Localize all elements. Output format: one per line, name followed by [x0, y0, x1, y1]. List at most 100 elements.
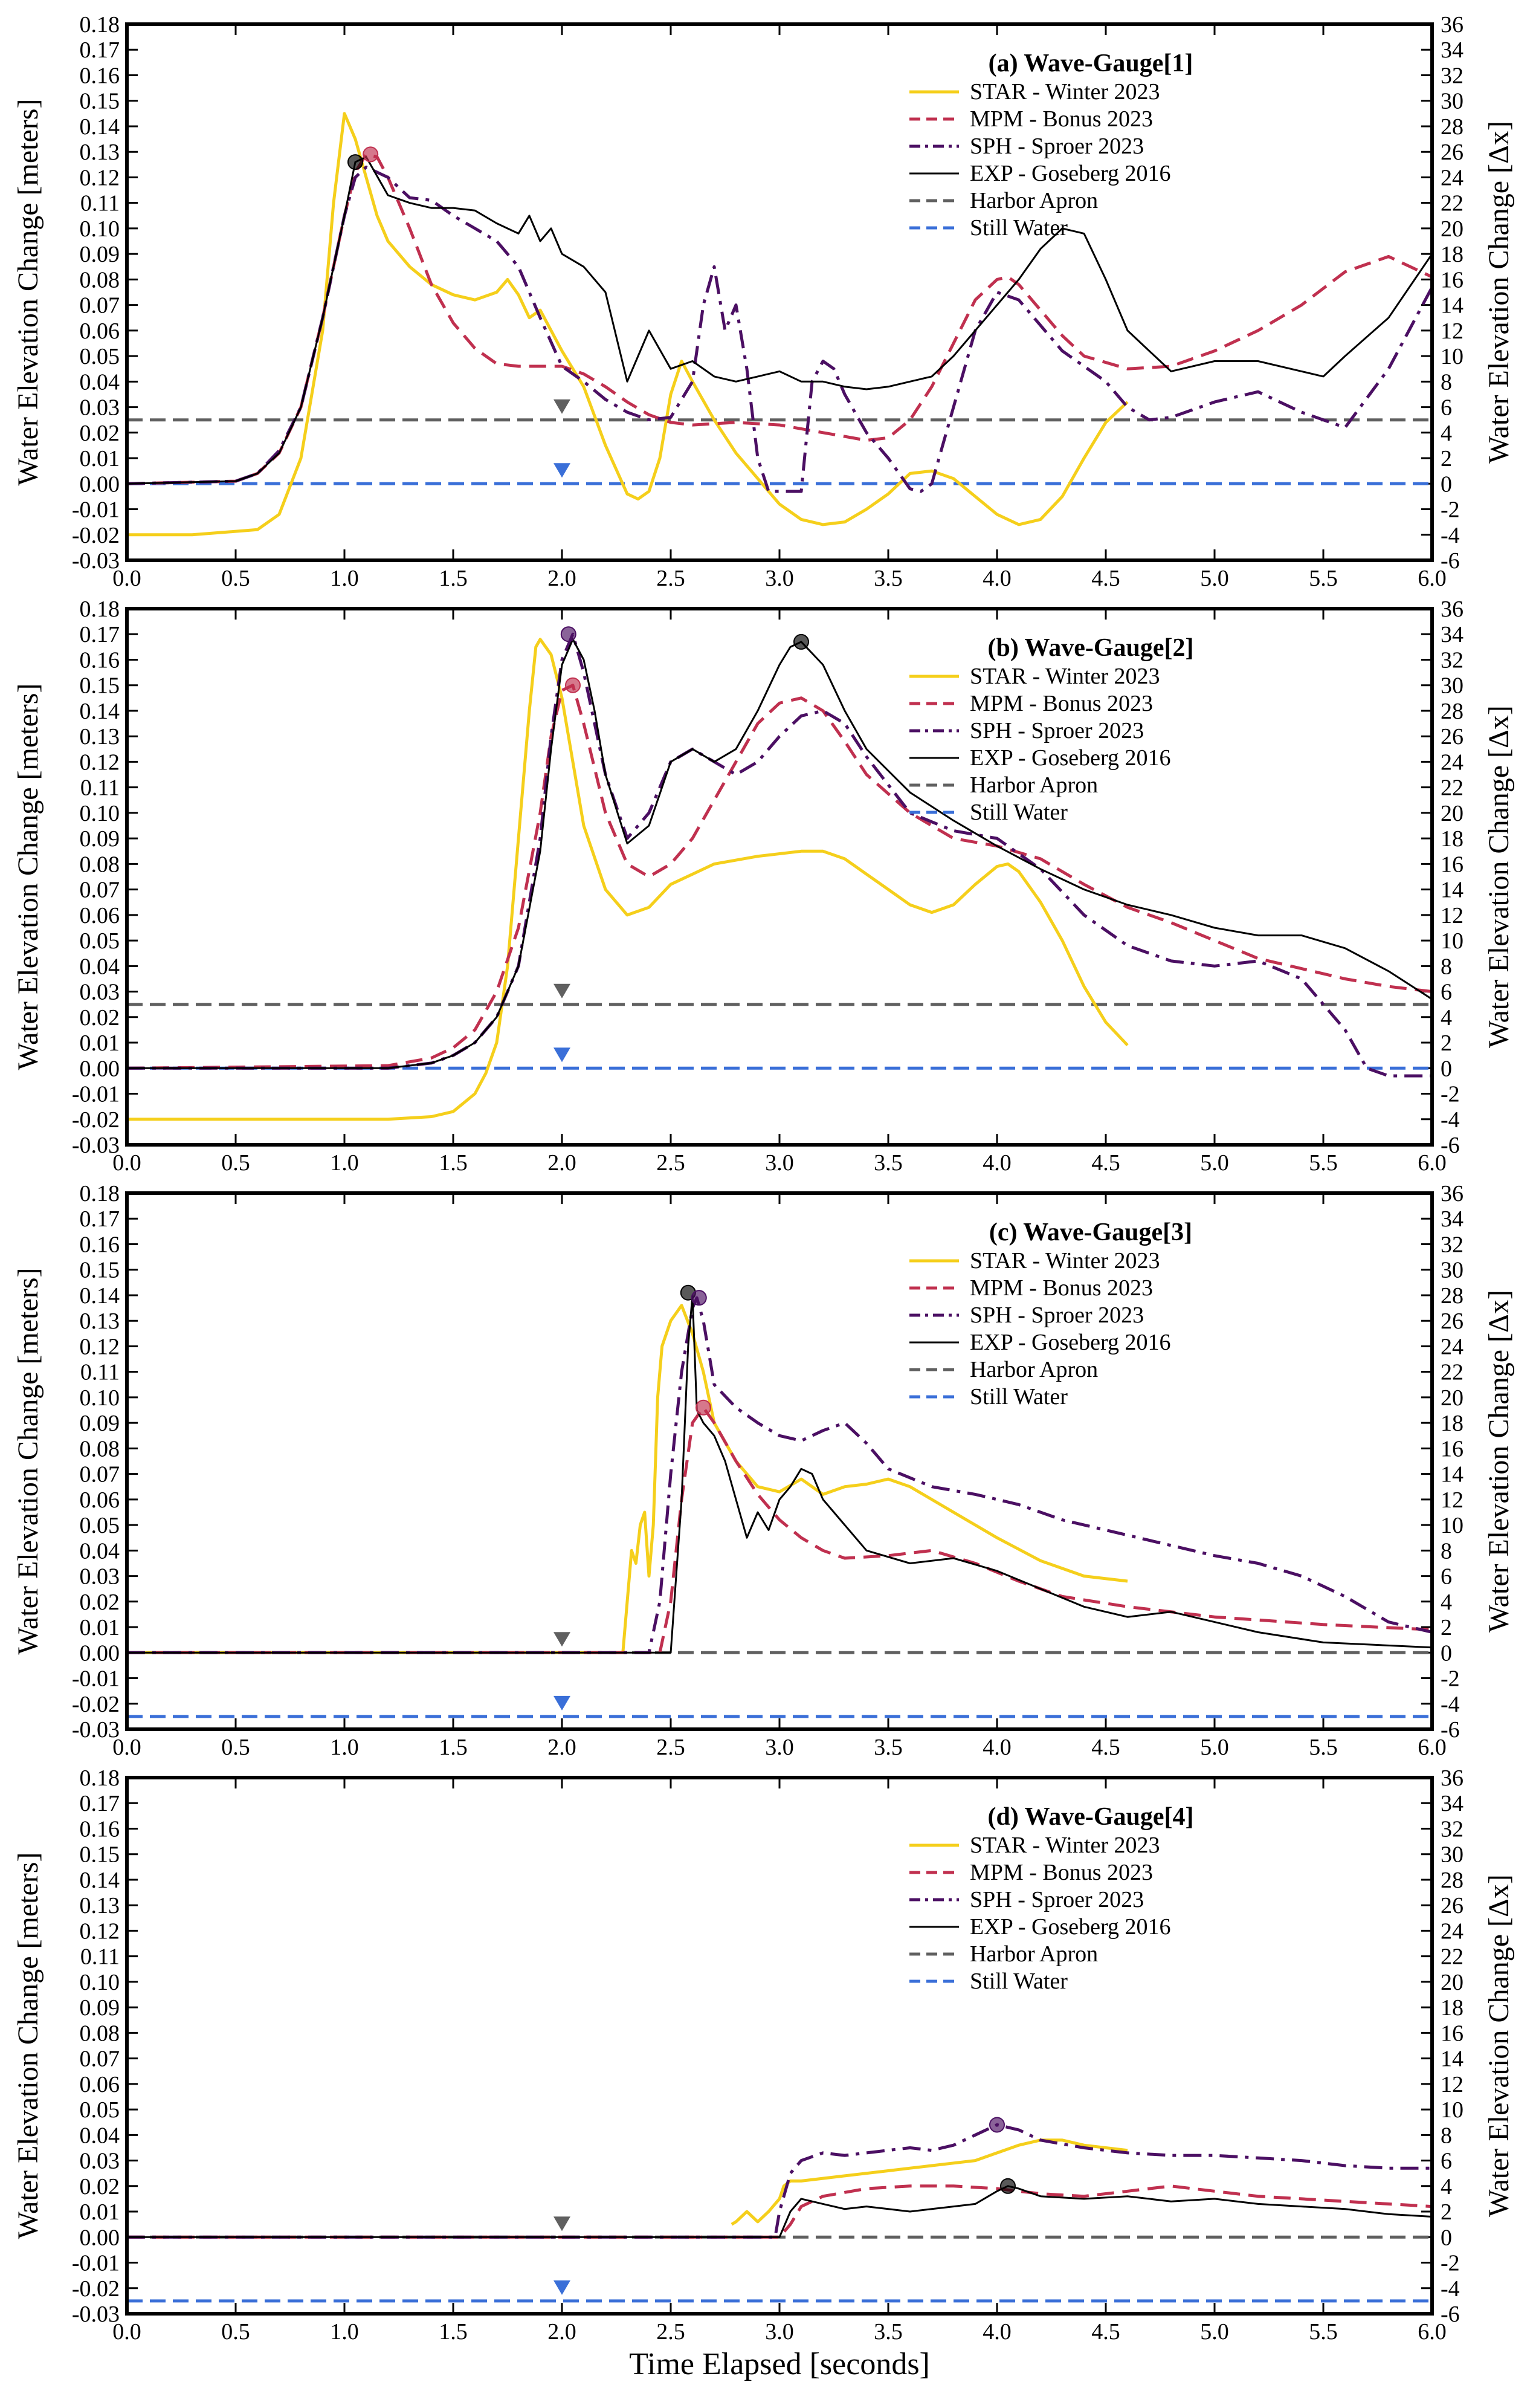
peak-marker	[565, 677, 581, 693]
y-tick-label: 0.13	[80, 1893, 120, 1918]
x-tick-label: 4.0	[983, 1735, 1012, 1760]
y-tick-label: 0.15	[80, 673, 120, 699]
legend-label: STAR - Winter 2023	[970, 1833, 1160, 1858]
y2-tick-label: 10	[1441, 928, 1464, 954]
y2-axis-label: Water Elevation Change [Δx]	[1483, 121, 1515, 464]
y2-tick-label: 30	[1441, 89, 1464, 114]
y-tick-label: 0.08	[80, 267, 120, 293]
y-tick-label: 0.15	[80, 89, 120, 114]
legend-label: Harbor Apron	[970, 188, 1098, 213]
y2-tick-label: 0	[1441, 471, 1452, 497]
legend-label: STAR - Winter 2023	[970, 664, 1160, 689]
panel-3: -0.03-0.02-0.010.000.010.020.030.040.050…	[12, 1181, 1515, 1760]
y-tick-label: -0.01	[72, 1082, 120, 1107]
y-tick-label: 0.11	[80, 775, 120, 801]
series-line	[127, 632, 1432, 1078]
legend-label: Still Water	[970, 215, 1068, 241]
plot-area	[127, 2117, 1432, 2303]
y2-tick-label: -6	[1441, 1717, 1460, 1743]
legend-label: EXP - Goseberg 2016	[970, 1914, 1170, 1940]
y2-tick-label: 20	[1441, 1385, 1464, 1411]
y-tick-label: 0.17	[80, 1206, 120, 1232]
y-tick-label: 0.16	[80, 1816, 120, 1842]
y2-tick-label: 6	[1441, 980, 1452, 1005]
reference-marker	[553, 1695, 570, 1711]
y2-axis-label: Water Elevation Change [Δx]	[1483, 1290, 1515, 1633]
y-tick-label: 0.14	[80, 699, 120, 724]
x-tick-label: 0.0	[112, 1735, 141, 1760]
y-tick-label: -0.01	[72, 2251, 120, 2276]
y2-tick-label: 30	[1441, 1842, 1464, 1868]
y-tick-label: 0.10	[80, 216, 120, 242]
y-tick-label: 0.17	[80, 622, 120, 647]
y2-tick-label: 34	[1441, 37, 1464, 63]
y2-tick-label: 8	[1441, 369, 1452, 395]
y-tick-label: 0.08	[80, 1436, 120, 1461]
y-tick-label: 0.12	[80, 1334, 120, 1359]
y2-tick-label: 10	[1441, 344, 1464, 369]
y-tick-label: -0.03	[72, 2302, 120, 2327]
y2-tick-label: 22	[1441, 191, 1464, 216]
legend-label: MPM - Bonus 2023	[970, 691, 1153, 716]
y-tick-label: 0.06	[80, 319, 120, 344]
y2-tick-label: 0	[1441, 1056, 1452, 1081]
panel-title: (b) Wave-Gauge[2]	[987, 634, 1193, 662]
y2-tick-label: 18	[1441, 1995, 1464, 2021]
x-tick-label: 3.0	[765, 1735, 794, 1760]
peak-marker	[989, 2117, 1005, 2133]
y-tick-label: 0.06	[80, 903, 120, 928]
x-tick-label: 2.5	[656, 1150, 685, 1176]
y2-tick-label: 8	[1441, 954, 1452, 979]
y-tick-label: 0.05	[80, 2097, 120, 2123]
x-tick-label: 5.5	[1309, 2319, 1338, 2345]
x-tick-label: 1.0	[330, 1150, 359, 1176]
y-tick-label: -0.03	[72, 1133, 120, 1158]
series-line	[127, 166, 1432, 493]
y-tick-label: 0.08	[80, 2021, 120, 2046]
series-line	[127, 2123, 1432, 2239]
y2-tick-label: 2	[1441, 446, 1452, 471]
series-line	[127, 638, 1129, 1121]
x-tick-label: 0.5	[221, 1735, 250, 1760]
x-tick-label: 2.5	[656, 566, 685, 591]
x-tick-label: 3.0	[765, 1150, 794, 1176]
series-line	[127, 156, 1432, 485]
x-tick-label: 5.5	[1309, 566, 1338, 591]
x-tick-label: 0.5	[221, 1150, 250, 1176]
y2-tick-label: -4	[1441, 523, 1460, 548]
y2-tick-label: 8	[1441, 2123, 1452, 2148]
series-line	[127, 1296, 1432, 1654]
x-tick-label: 3.5	[874, 2319, 903, 2345]
x-tick-label: 3.0	[765, 2319, 794, 2345]
y-tick-label: 0.01	[80, 1031, 120, 1056]
y2-tick-label: 12	[1441, 2072, 1464, 2097]
reference-marker	[553, 1047, 570, 1063]
y-tick-label: 0.09	[80, 242, 120, 267]
legend-label: MPM - Bonus 2023	[970, 1860, 1153, 1885]
x-tick-label: 0.0	[112, 2319, 141, 2345]
y2-tick-label: 32	[1441, 647, 1464, 673]
y-tick-label: 0.13	[80, 140, 120, 165]
legend-label: Harbor Apron	[970, 1941, 1098, 1967]
y-tick-label: 0.11	[80, 1360, 120, 1385]
y2-tick-label: 30	[1441, 1258, 1464, 1283]
x-tick-label: 1.5	[439, 2319, 468, 2345]
panel-2: -0.03-0.02-0.010.000.010.020.030.040.050…	[12, 597, 1515, 1176]
y-tick-label: 0.14	[80, 1283, 120, 1309]
legend-label: EXP - Goseberg 2016	[970, 161, 1170, 186]
y-tick-label: 0.17	[80, 37, 120, 63]
x-tick-label: 2.5	[656, 1735, 685, 1760]
y2-tick-label: 20	[1441, 1970, 1464, 1995]
y-tick-label: 0.10	[80, 801, 120, 826]
y-tick-label: 0.16	[80, 63, 120, 88]
y-tick-label: 0.02	[80, 2174, 120, 2199]
y-tick-label: 0.01	[80, 2199, 120, 2225]
y-tick-label: 0.18	[80, 1766, 120, 1791]
y2-tick-label: 18	[1441, 826, 1464, 852]
y2-tick-label: 32	[1441, 1816, 1464, 1842]
plot-frame	[125, 1191, 1434, 1731]
y2-tick-label: -2	[1441, 1082, 1460, 1107]
y2-tick-label: 16	[1441, 852, 1464, 877]
y2-tick-label: 6	[1441, 395, 1452, 421]
